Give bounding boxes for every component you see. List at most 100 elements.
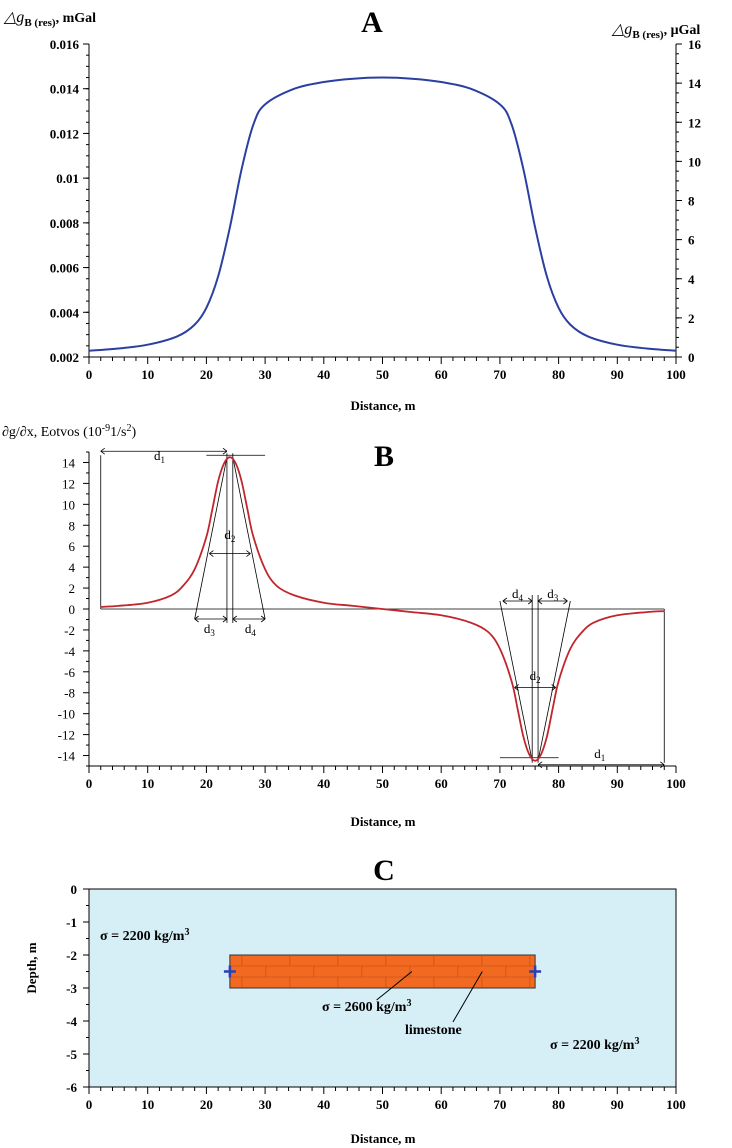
panel-a-right-tick-label: 12	[688, 115, 701, 130]
panel-c-density-label-bottom-sup: 3	[634, 1036, 639, 1047]
panel-c-density-label-body-text: σ = 2600 kg/m	[322, 1000, 407, 1015]
panel-b-x-tick-label: 70	[493, 776, 506, 791]
panel-b-d2-right-arrow-head-end	[551, 684, 556, 691]
panel-b-d2-right-arrow-head-start	[514, 684, 519, 691]
panel-c-density-label-bottom-text: σ = 2200 kg/m	[550, 1038, 635, 1053]
panel-b-x-tick-label: 0	[86, 776, 93, 791]
panel-c-density-label-top-sup: 3	[184, 927, 189, 938]
panel-a-x-tick-label: 80	[552, 367, 565, 382]
panel-b-y-axis-title-tail: 1/s	[110, 425, 126, 440]
panel-a-left-ticks: 0.002 0.004 0.006 0.008 0.01 0.012 0.014 0.016	[50, 37, 89, 365]
panel-b-y-tick-label: -2	[64, 623, 75, 638]
panel-b-x-axis-title: Distance, m	[351, 814, 416, 829]
panel-a-left-tick-label: 0.012	[50, 126, 79, 141]
panel-a-x-tick-label: 70	[493, 367, 506, 382]
panel-b-annotation-index: 2	[536, 675, 541, 685]
panel-b-annotation-label: d3	[204, 621, 216, 638]
panel-c-x-ticks: 0 10 20 30 40 50 60 70 80 90 100	[86, 1087, 686, 1112]
panel-a-left-tick-label: 0.008	[50, 216, 80, 231]
panel-b-d4-right-arrow-head-start	[502, 597, 508, 605]
panel-c-leader-line-limestone	[452, 971, 483, 1023]
panel-b-annotation-letter: d	[154, 448, 161, 463]
panel-c-y-tick-label: -6	[66, 1080, 77, 1095]
panel-b-annotation-label: d1	[594, 746, 605, 763]
panel-b-annotation-label: d2	[530, 668, 541, 685]
panel-b-y-tick-label: -4	[64, 644, 75, 659]
panel-b-x-tick-label: 90	[611, 776, 624, 791]
panel-b-annotation-index: 1	[160, 455, 165, 465]
panel-b-d3-left-arrow-head-start	[194, 615, 199, 623]
panel-a-title: A	[361, 6, 383, 39]
panel-b-d2-left-arrow-head-end	[246, 550, 251, 557]
panel-a-left-axis-title-unit: , mGal	[56, 11, 97, 26]
panel-b: ∂g/∂x, Eotvos (10-91/s2) B 0 10 20 30 40 50 60…	[2, 423, 686, 829]
panel-b-annotation-index: 4	[519, 593, 524, 603]
panel-a-left-tick-label: 0.004	[50, 305, 80, 320]
panel-b-d1-left-arrow-head-end	[222, 447, 228, 455]
panel-b-annotation-letter: d	[224, 527, 231, 542]
panel-c-limestone-label: limestone	[405, 1023, 462, 1038]
panel-b-x-tick-label: 20	[200, 776, 213, 791]
panel-c-x-tick-label: 90	[611, 1097, 624, 1112]
panel-c-x-tick-label: 50	[376, 1097, 389, 1112]
panel-b-y-axis-title: ∂g/∂x, Eotvos (10-91/s2)	[2, 423, 136, 440]
panel-c-leader-line-density	[376, 971, 413, 1001]
panel-b-d3-left-arrow-head-end	[222, 615, 228, 623]
panel-b-y-tick-label: 14	[62, 455, 76, 470]
panel-c-y-tick-label: -5	[66, 1047, 77, 1062]
panel-b-x-tick-label: 100	[666, 776, 686, 791]
panel-b-annotation-letter: d	[594, 746, 601, 761]
panel-b-x-tick-label: 50	[376, 776, 389, 791]
panel-c-x-tick-label: 80	[552, 1097, 565, 1112]
panel-b-d4-left-arrow-head-start	[232, 615, 238, 623]
panel-b-y-tick-label: 6	[69, 539, 76, 554]
panel-c-limestone-body	[223, 954, 542, 989]
panel-b-x-tick-label: 60	[435, 776, 448, 791]
panel-a-left-tick-label: 0.002	[50, 350, 79, 365]
panel-c-title: C	[373, 854, 395, 887]
panel-b-trough-tangent-left	[499, 600, 533, 761]
panel-c-y-tick-label: -2	[66, 948, 77, 963]
panel-a-x-ticks: 0 10 20 30 40 50 60 70 80 90 100	[86, 357, 686, 382]
panel-a-x-tick-label: 20	[200, 367, 213, 382]
panel-b-peak-tangent-right	[232, 457, 266, 620]
panel-b-d1-right-arrow-head-start	[537, 761, 543, 769]
panel-c-y-tick-label: -1	[66, 915, 77, 930]
panel-a-left-tick-label: 0.016	[50, 37, 80, 52]
panel-b-y-ticks: 14 12 10 8 6 4 2 0 -2 -4 -6 -8 -10 -12 -14	[58, 451, 89, 767]
panel-c-y-tick-label: -4	[66, 1014, 77, 1029]
panel-a-axes	[88, 44, 677, 358]
panel-a-right-ticks: 0 2 4 6 8 10 12 14 16	[676, 37, 702, 365]
panel-b-construction-lines	[100, 447, 665, 769]
panel-b-d1-left-arrow-head-start	[100, 447, 105, 455]
panel-c-density-label-top-text: σ = 2200 kg/m	[100, 929, 185, 944]
panel-c-x-tick-label: 70	[493, 1097, 506, 1112]
panel-a-right-tick-label: 4	[688, 272, 695, 287]
panel-a-right-tick-label: 10	[688, 154, 701, 169]
panel-b-annotation-index: 3	[210, 628, 215, 638]
panel-b-x-ticks: 0 10 20 30 40 50 60 70 80 90 100	[86, 766, 686, 791]
panel-b-y-tick-label: -8	[64, 686, 75, 701]
panel-a-x-axis-title: Distance, m	[351, 398, 416, 413]
panel-b-y-tick-label: -12	[58, 728, 75, 743]
panel-a-series-line	[88, 76, 677, 352]
panel-b-d4-left-arrow-head-end	[260, 615, 266, 623]
panel-c-x-tick-label: 10	[141, 1097, 154, 1112]
panel-a-right-tick-label: 8	[688, 194, 695, 209]
panel-a-x-tick-label: 90	[611, 367, 624, 382]
panel-c-y-tick-label: -3	[66, 981, 77, 996]
panel-a-left-axis-title-main: △g	[3, 9, 24, 26]
panel-b-annotation-label: d1	[154, 448, 165, 465]
panel-c-density-label-body: σ = 2600 kg/m3	[322, 998, 411, 1015]
panel-a-x-tick-label: 30	[259, 367, 272, 382]
panel-b-y-axis-title-exp2: 2	[126, 423, 131, 434]
panel-b-y-tick-label: 4	[69, 560, 76, 575]
panel-b-y-tick-label: -10	[58, 707, 75, 722]
panel-b-y-tick-label: -6	[64, 665, 75, 680]
panel-a: A △gB (res), mGal △gB (res), μGal 0 10 20 3…	[3, 6, 702, 413]
panel-c-left-edge-marker	[223, 965, 236, 978]
panel-a-right-axis-title-unit: , μGal	[664, 23, 701, 38]
panel-b-peak-tangent-left	[194, 457, 228, 620]
